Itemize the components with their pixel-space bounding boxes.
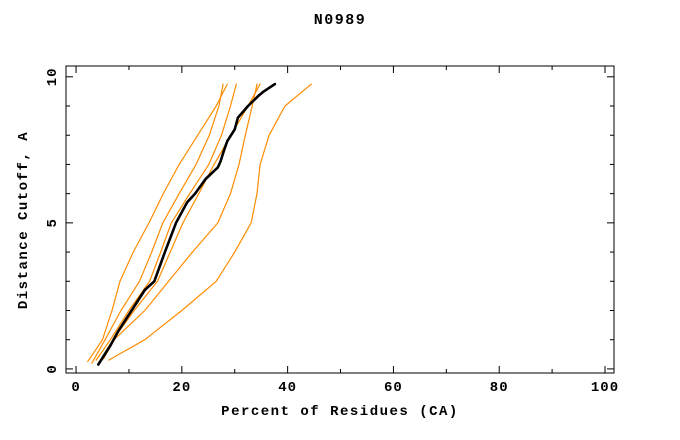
x-tick-label: 0 <box>71 380 80 396</box>
chart-title: N0989 <box>313 12 367 29</box>
curve-model-2 <box>91 83 224 364</box>
x-tick-label: 40 <box>278 380 297 396</box>
x-axis-label: Percent of Residues (CA) <box>221 404 459 420</box>
y-tick-label: 0 <box>45 364 61 373</box>
x-tick-label: 60 <box>384 380 403 396</box>
y-tick-label: 10 <box>45 67 61 86</box>
curve-reference <box>97 82 277 366</box>
x-tick-label: 100 <box>591 380 619 396</box>
curve-model-1 <box>87 83 228 363</box>
y-tick-label: 5 <box>45 218 61 227</box>
x-tick-label: 20 <box>172 380 191 396</box>
x-tick-label: 80 <box>490 380 509 396</box>
curve-model-6 <box>108 83 312 361</box>
plot-border <box>65 65 615 374</box>
curve-model-3 <box>95 83 237 361</box>
curve-model-5 <box>102 83 258 360</box>
